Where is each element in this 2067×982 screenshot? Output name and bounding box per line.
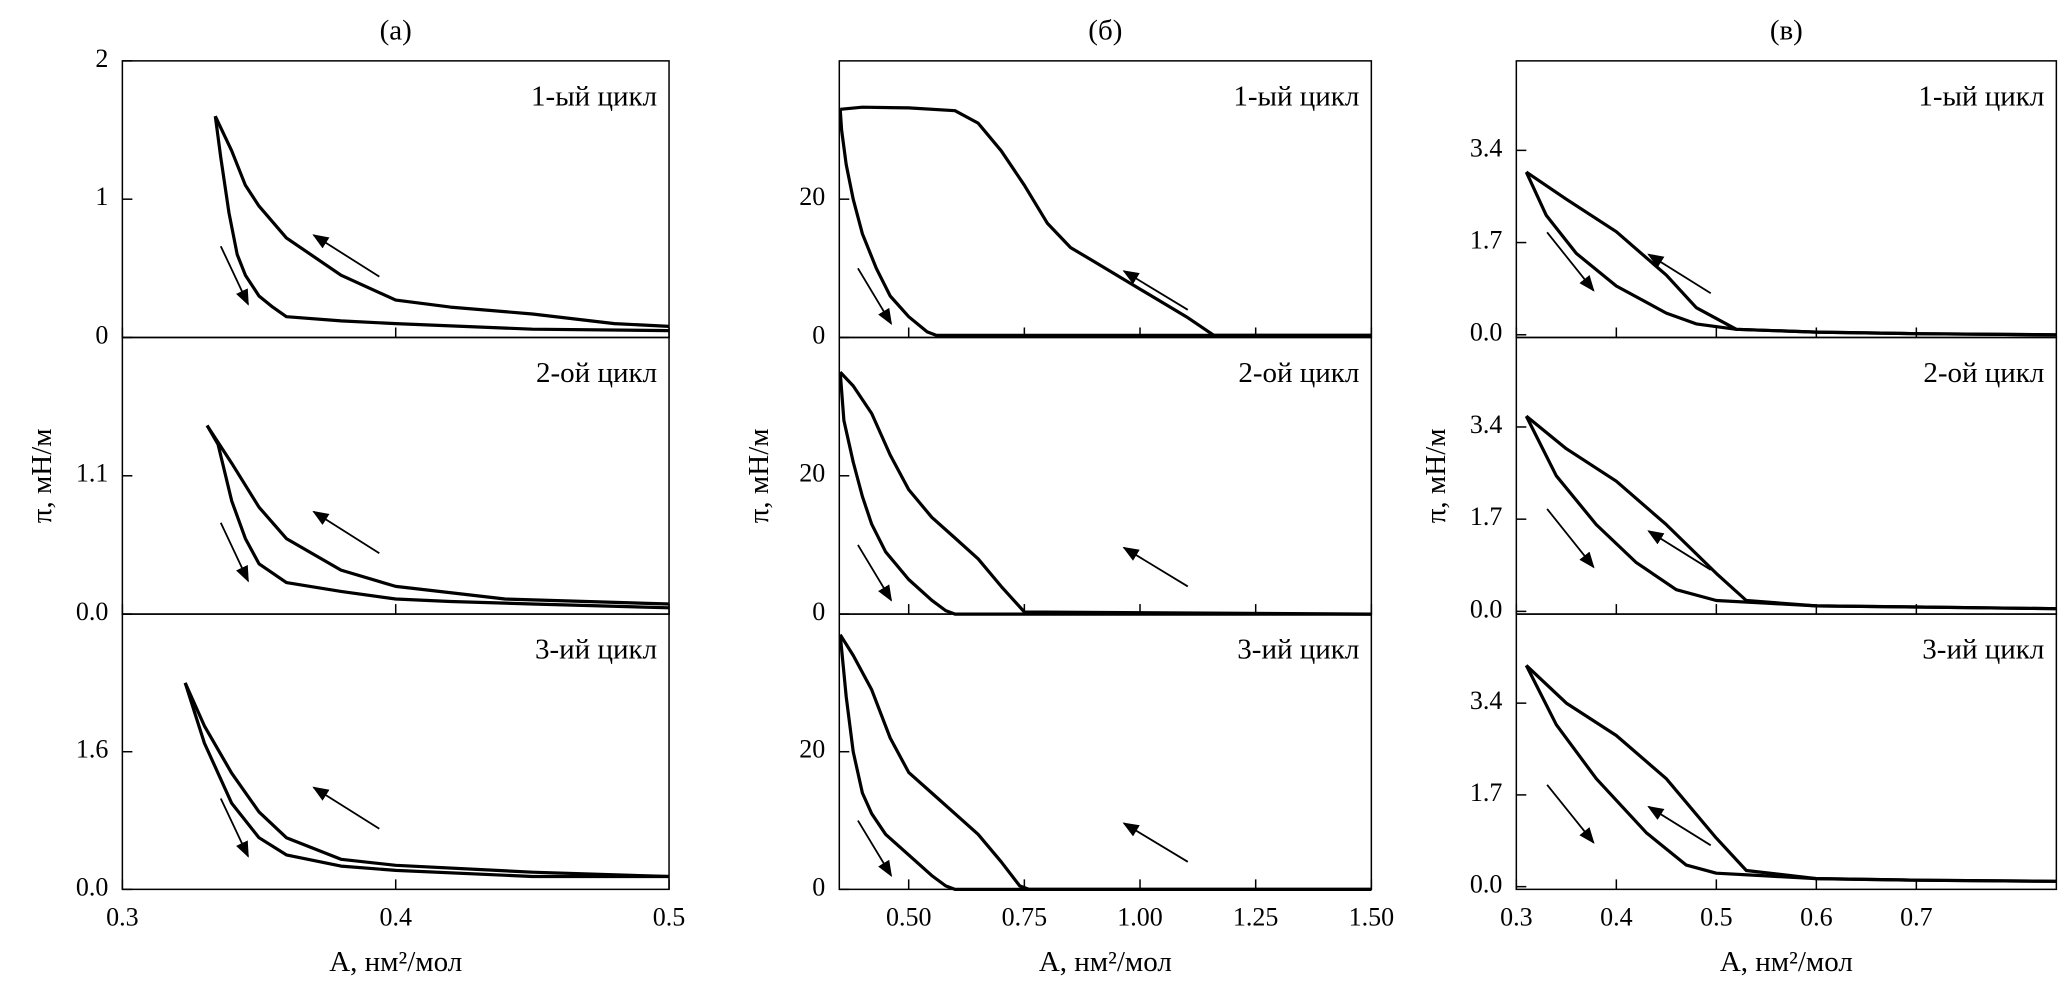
arrow bbox=[857, 267, 893, 326]
y-axis-label: π, мН/м bbox=[1420, 428, 1452, 523]
arrow bbox=[312, 234, 380, 278]
y-tick-label: 1.6 bbox=[76, 735, 109, 764]
x-tick-label: 0.4 bbox=[1600, 902, 1633, 931]
data-line bbox=[839, 371, 1372, 616]
panel-title: (в) bbox=[1770, 15, 1803, 47]
arrow bbox=[1546, 508, 1595, 569]
data-line bbox=[205, 424, 670, 610]
y-axis-label: π, мН/м bbox=[743, 428, 775, 523]
cycle-label: 1-ый цикл bbox=[1233, 81, 1359, 113]
panel-title: (a) bbox=[380, 15, 412, 47]
y-tick-label: 20 bbox=[799, 735, 825, 764]
cycle-label: 3-ий цикл bbox=[1237, 634, 1359, 666]
arrow bbox=[312, 786, 380, 830]
x-axis-label: A, нм²/мол bbox=[329, 946, 462, 978]
arrow bbox=[219, 522, 249, 583]
arrow bbox=[1122, 546, 1189, 588]
y-tick-label: 0 bbox=[812, 320, 825, 349]
x-tick-label: 0.6 bbox=[1800, 902, 1833, 931]
x-tick-label: 0.5 bbox=[653, 902, 686, 931]
data-line bbox=[1524, 664, 2057, 883]
cycle-label: 2-ой цикл bbox=[536, 357, 657, 389]
data-line bbox=[840, 105, 1372, 337]
x-tick-label: 1.50 bbox=[1349, 902, 1395, 931]
arrow bbox=[857, 820, 893, 877]
data-line bbox=[1525, 414, 2057, 611]
data-line bbox=[1525, 664, 2057, 883]
panel-title: (б) bbox=[1088, 15, 1122, 47]
arrow bbox=[1546, 231, 1595, 292]
y-tick-label: 0 bbox=[812, 597, 825, 626]
cycle-label: 3-ий цикл bbox=[535, 634, 657, 666]
data-line bbox=[838, 634, 1372, 891]
x-tick-label: 0.50 bbox=[886, 902, 932, 931]
y-tick-label: 1.7 bbox=[1470, 502, 1503, 531]
y-tick-label: 1.7 bbox=[1470, 778, 1503, 807]
arrow bbox=[219, 798, 249, 858]
arrow bbox=[1647, 805, 1712, 847]
x-tick-label: 0.3 bbox=[1500, 902, 1533, 931]
y-tick-label: 3.4 bbox=[1470, 410, 1503, 439]
cycle-label: 1-ый цикл bbox=[531, 81, 657, 113]
data-line bbox=[838, 633, 1372, 891]
y-tick-label: 0 bbox=[812, 872, 825, 901]
arrow bbox=[1647, 253, 1712, 294]
x-tick-label: 0.4 bbox=[379, 902, 412, 931]
y-tick-label: 1.1 bbox=[76, 459, 109, 488]
x-tick-label: 0.7 bbox=[1900, 902, 1933, 931]
data-line bbox=[1525, 170, 2057, 337]
arrow bbox=[1122, 822, 1189, 863]
y-axis-label: π, мН/м bbox=[26, 428, 58, 523]
data-line bbox=[1524, 171, 2057, 337]
data-line bbox=[838, 109, 1372, 337]
y-tick-label: 0.0 bbox=[76, 597, 109, 626]
cycle-label: 1-ый цикл bbox=[1918, 81, 2044, 113]
data-line bbox=[183, 682, 669, 879]
y-tick-label: 1 bbox=[95, 182, 108, 211]
y-tick-label: 0.0 bbox=[1470, 870, 1503, 899]
x-tick-label: 0.3 bbox=[106, 902, 139, 931]
y-tick-label: 20 bbox=[799, 459, 825, 488]
y-tick-label: 20 bbox=[799, 182, 825, 211]
x-tick-label: 1.00 bbox=[1117, 902, 1163, 931]
plot-frame bbox=[1515, 613, 2058, 891]
data-line bbox=[205, 424, 670, 606]
arrow bbox=[312, 510, 380, 554]
y-tick-label: 0 bbox=[95, 320, 108, 349]
data-line bbox=[1524, 415, 2057, 611]
cycle-label: 2-ой цикл bbox=[1923, 357, 2044, 389]
x-tick-label: 0.5 bbox=[1700, 902, 1733, 931]
arrow bbox=[1647, 530, 1712, 571]
arrow bbox=[1122, 270, 1189, 311]
x-tick-label: 0.75 bbox=[1002, 902, 1048, 931]
x-axis-label: A, нм²/мол bbox=[1720, 946, 1853, 978]
y-tick-label: 0.0 bbox=[76, 872, 109, 901]
cycle-label: 2-ой цикл bbox=[1238, 357, 1359, 389]
x-tick-label: 1.25 bbox=[1233, 902, 1279, 931]
cycle-label: 3-ий цикл bbox=[1922, 634, 2044, 666]
data-line bbox=[183, 682, 670, 879]
y-tick-label: 0.0 bbox=[1470, 318, 1503, 347]
x-axis-label: A, нм²/мол bbox=[1039, 946, 1172, 978]
y-tick-label: 3.4 bbox=[1470, 133, 1503, 162]
plot-frame bbox=[121, 613, 670, 891]
arrow bbox=[219, 245, 249, 306]
y-tick-label: 3.4 bbox=[1470, 686, 1503, 715]
y-tick-label: 1.7 bbox=[1470, 226, 1503, 255]
arrow bbox=[1546, 784, 1595, 844]
data-line bbox=[213, 115, 670, 333]
y-tick-label: 0.0 bbox=[1470, 594, 1503, 623]
arrow bbox=[857, 544, 893, 602]
y-tick-label: 2 bbox=[95, 44, 108, 73]
data-line bbox=[838, 371, 1372, 616]
data-line bbox=[213, 115, 670, 328]
